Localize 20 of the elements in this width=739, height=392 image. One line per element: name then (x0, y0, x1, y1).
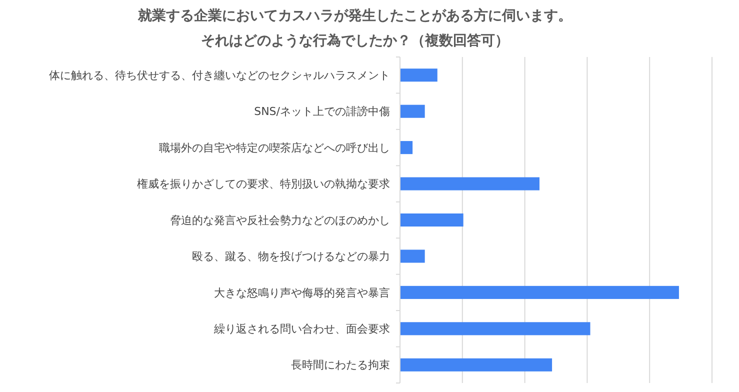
bar (400, 322, 590, 336)
bar (400, 104, 425, 118)
bar (400, 141, 413, 154)
bar (400, 250, 425, 263)
y-tick-label: 長時間にわたる拘束 (291, 358, 390, 372)
y-tick-label: 職場外の自宅や特定の喫茶店などへの呼び出し (159, 141, 390, 154)
chart-title: 就業する企業においてカスハラが発生したことがある方に伺います。 (137, 7, 572, 24)
bar (400, 68, 438, 82)
y-tick-label: 権威を振りかざしての要求、特別扱いの執拗な要求 (137, 178, 390, 191)
y-tick-label: SNS/ネット上での誹謗中傷 (254, 105, 390, 118)
chart-subtitle: それはどのような行為でしたか？（複数回答可） (201, 32, 509, 49)
y-tick-label: 脅迫的な発言や反社会勢力などのほのめかし (170, 214, 390, 227)
bar (400, 286, 679, 299)
y-tick-label: 殴る、蹴る、物を投げつけるなどの暴力 (192, 250, 390, 264)
y-tick-label: 大きな怒鳴り声や侮辱的発言や暴言 (214, 286, 390, 300)
y-tick-label: 体に触れる、待ち伏せする、付き纏いなどのセクシャルハラスメント (49, 68, 390, 82)
bar (400, 358, 552, 372)
bar (400, 213, 464, 227)
bar (400, 177, 540, 190)
y-tick-label: 繰り返される問い合わせ、面会要求 (213, 322, 390, 336)
